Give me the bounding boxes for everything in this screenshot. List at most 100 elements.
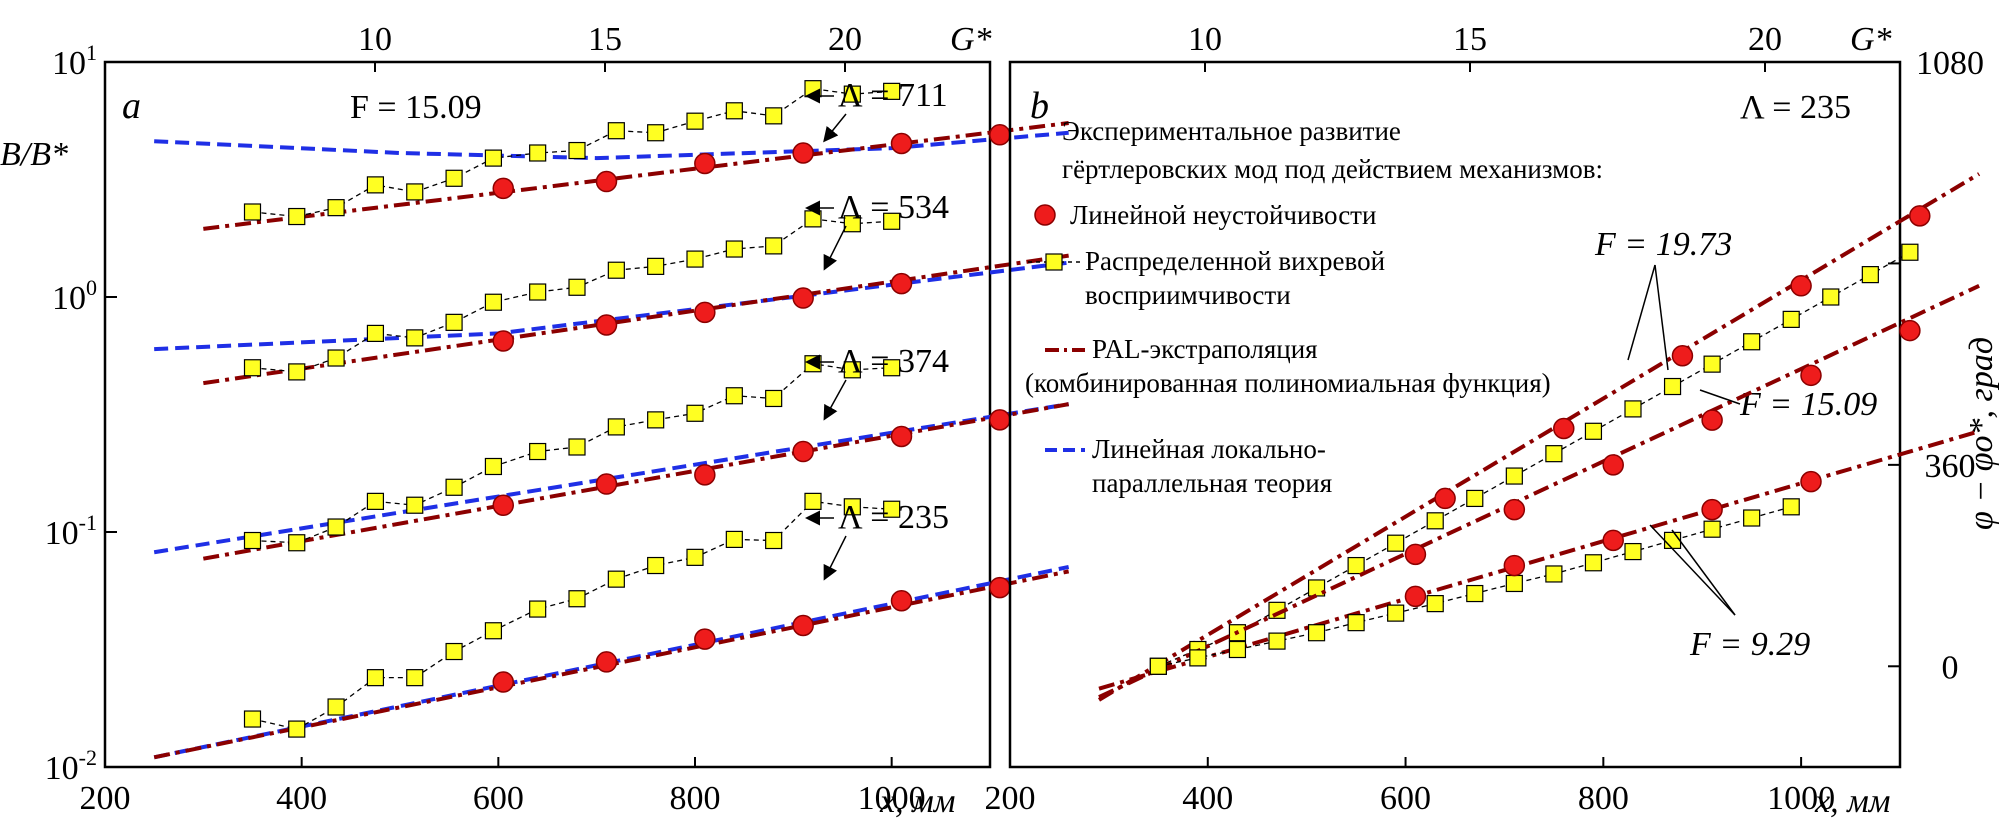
yellow-marker (406, 496, 424, 514)
pointer-f-bot-2 (1671, 529, 1736, 616)
panel-a-ytick-label: 100 (52, 275, 97, 317)
yellow-marker (1901, 243, 1919, 261)
panel-b-curve-1 (1098, 283, 1980, 699)
yellow-marker (883, 212, 901, 230)
pal-line (1097, 172, 1981, 702)
legend-item-pal-line1: PAL-экстраполяция (1092, 334, 1318, 364)
yellow-marker (1347, 556, 1365, 575)
lambda-arrow-down (823, 225, 847, 271)
yellow-marker (1624, 542, 1642, 561)
yellow-marker (765, 237, 783, 255)
panel-a-xtick-label: 600 (473, 780, 524, 817)
yellow-marker (1505, 574, 1523, 593)
panel-a-xtick-label: 1000 (858, 780, 926, 817)
yellow-marker (1307, 624, 1326, 642)
yellow-marker (843, 361, 861, 379)
panel-a-xlabel: x, мм (879, 783, 956, 820)
yellow-marker (529, 442, 547, 461)
legend-item-yellow-line2: восприимчивости (1085, 280, 1291, 310)
yellow-marker (725, 102, 743, 120)
yellow-marker (883, 500, 901, 518)
yellow-marker (686, 112, 704, 130)
yellow-marker (1426, 512, 1444, 530)
yellow-marker (484, 622, 503, 640)
lambda-label: Λ = 374 (838, 343, 949, 380)
panel-b-xlabel: x, мм (1814, 783, 1891, 820)
panel-b-ytick-label: 0 (1942, 649, 1959, 686)
yellow-marker (1663, 531, 1682, 549)
legend-item-red: Линейной неустойчивости (1070, 200, 1376, 230)
red-marker (694, 464, 716, 486)
lambda-label: Λ = 534 (838, 189, 949, 226)
yellow-marker (1505, 467, 1523, 485)
panel-b-curve-0 (1097, 172, 1981, 702)
yellow-marker (765, 531, 783, 550)
lambda-arrow-down (823, 379, 847, 421)
panel-b-xtick-label: 800 (1578, 780, 1629, 817)
yellow-marker (1387, 604, 1405, 622)
yellow-connector (252, 87, 892, 218)
yellow-marker (366, 492, 385, 510)
red-marker (890, 272, 913, 295)
legend-red-marker (1034, 204, 1056, 226)
red-marker (595, 170, 618, 193)
panel-a-xtick-label: 200 (80, 780, 131, 817)
yellow-marker (288, 720, 306, 738)
yellow-marker (725, 387, 743, 405)
legend-item-pal-line2: (комбинированная полиномиальная функция) (1025, 368, 1551, 398)
red-marker (694, 301, 716, 324)
panel-a-group-2: Λ = 374 (153, 343, 1070, 561)
yellow-marker (843, 498, 861, 516)
panel-a-xtick-label: 800 (670, 780, 721, 817)
panel-a-ylabel: B/B* (0, 136, 68, 173)
yellow-marker (1189, 649, 1207, 667)
panel-b-annotation: Λ = 235 (1740, 89, 1851, 126)
yellow-marker (243, 710, 262, 728)
panel-b-xtick-label: 400 (1182, 780, 1233, 817)
yellow-marker (288, 207, 306, 226)
yellow-marker (243, 203, 262, 221)
red-marker (492, 177, 514, 200)
legend-item-lpt-line1: Линейная локально- (1092, 434, 1326, 464)
yellow-marker (1703, 355, 1721, 373)
lambda-label: Λ = 711 (838, 77, 948, 114)
red-marker (492, 671, 514, 693)
red-marker (1434, 487, 1456, 510)
yellow-marker (327, 199, 345, 217)
panel-a-series: Λ = 711 Λ = 534 Λ = 374 Λ = 235 (153, 77, 1070, 760)
yellow-marker (366, 176, 385, 194)
yellow-marker (366, 324, 385, 343)
yellow-marker (804, 492, 822, 510)
yellow-marker (1228, 640, 1247, 659)
yellow-marker (1743, 509, 1761, 527)
panel-a-frame (103, 60, 992, 769)
yellow-marker (647, 257, 665, 275)
yellow-marker (647, 124, 665, 142)
red-marker (890, 425, 913, 448)
yellow-marker (1861, 266, 1879, 284)
panel-b-xtick-label: 600 (1380, 780, 1431, 817)
yellow-marker (288, 534, 306, 552)
panel-b-legend: Экспериментальное развитие гёртлеровских… (1025, 116, 1603, 498)
red-marker (1909, 205, 1931, 227)
f-label-bot: F = 9.29 (1689, 626, 1810, 663)
red-marker (1404, 543, 1427, 566)
yellow-marker (243, 531, 262, 550)
yellow-marker (843, 215, 861, 233)
yellow-marker (1387, 534, 1405, 552)
yellow-marker (1347, 614, 1365, 632)
yellow-marker (529, 600, 547, 618)
red-marker (1602, 529, 1624, 552)
panel-b: b Λ = 235 G* x, мм φ − φo*, град Экспери… (985, 21, 2000, 820)
panel-a-top-tick-label: 10 (358, 21, 392, 58)
yellow-marker (529, 144, 547, 162)
yellow-marker (1584, 422, 1603, 440)
yellow-marker (327, 349, 345, 367)
red-marker (492, 330, 514, 352)
yellow-marker (883, 359, 901, 377)
panel-a-letter: a (122, 85, 141, 127)
pal-curve (202, 402, 1070, 561)
panel-b-series (1097, 172, 1981, 702)
red-marker (792, 440, 814, 463)
panel-a-ytick-label: 10-1 (45, 510, 97, 552)
